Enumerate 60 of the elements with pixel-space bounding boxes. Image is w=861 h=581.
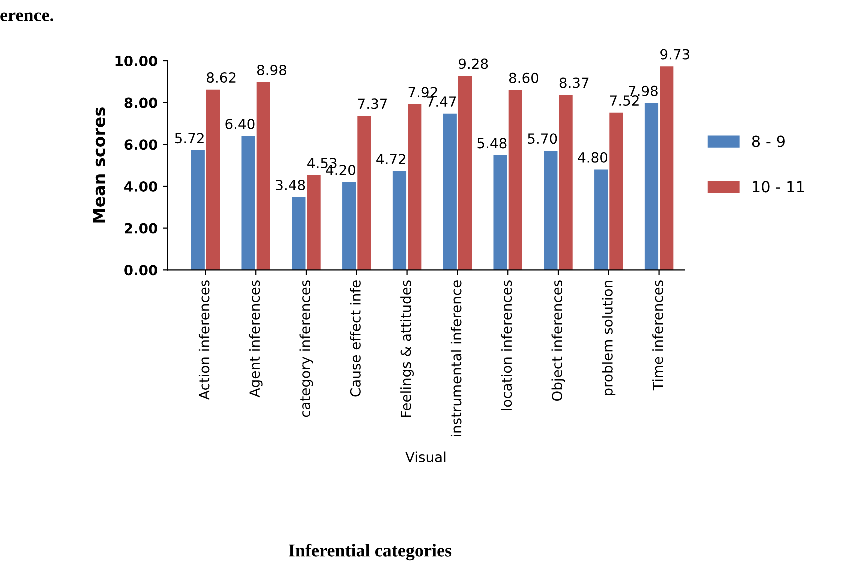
bar [443,114,457,270]
x-tick-label: Time inferences [652,280,664,391]
bar [392,171,407,270]
x-tick-label: category inferences [300,280,314,418]
bar [544,150,558,270]
data-label: 8.37 [560,78,589,88]
x-tick-label: Object inferences [552,280,566,402]
data-label: 9.73 [660,49,690,60]
bar [508,90,522,270]
y-tick-label: 6.00 [124,140,158,150]
y-tick-label: 0.00 [124,265,158,276]
x-axis-title: Visual [406,452,446,463]
x-tick-label: Feelings & attitudes [400,280,414,418]
y-tick-label: 4.00 [124,181,158,192]
bar [292,197,306,270]
data-label: 8.62 [207,72,236,84]
x-tick-label: Agent inferences [249,280,263,398]
bar [358,116,372,270]
data-label: 9.28 [459,58,488,70]
bar [610,112,624,270]
data-label: 8.60 [509,72,539,84]
data-label: 7.52 [610,96,639,106]
x-tick-label: Cause effect infe [350,280,361,397]
data-label: 5.70 [528,134,558,144]
y-tick-label: 2.00 [125,223,158,234]
y-tick-label: 10.00 [116,56,158,66]
data-label: 7.98 [629,86,658,96]
bar [342,182,356,270]
bar [594,170,608,270]
text: Inferential categories [289,544,452,561]
y-tick-label: 8.00 [124,98,158,108]
bar [206,90,220,270]
x-tick-label: instrumental inference [450,280,462,437]
data-label: 7.47 [427,96,456,107]
y-axis-title: Mean scores [93,108,106,223]
bar [559,95,573,270]
data-label: 6.40 [226,118,255,130]
data-label: 7.37 [358,98,388,110]
x-tick-label: location inferences [501,280,512,410]
x-tick-label: problem solution [602,281,616,396]
bar [256,82,270,270]
bar [242,136,256,270]
bar [307,175,321,270]
bar [408,104,422,270]
legend-label: 10 - 11 [753,181,804,193]
data-label: 3.48 [276,180,306,191]
bar [660,66,674,270]
data-label: 5.72 [175,133,204,144]
text: erence. [0,12,54,22]
bar [644,103,659,270]
x-tick-label: Action inferences [198,280,210,400]
bar [458,76,472,270]
data-label: 4.80 [578,152,608,163]
bar [494,156,508,270]
data-label: 7.92 [408,87,438,98]
data-label: 5.48 [478,138,507,149]
data-label: 8.98 [257,64,286,76]
data-label: 4.72 [376,154,406,164]
legend-label: 8 - 9 [752,136,785,148]
bar [191,150,205,270]
